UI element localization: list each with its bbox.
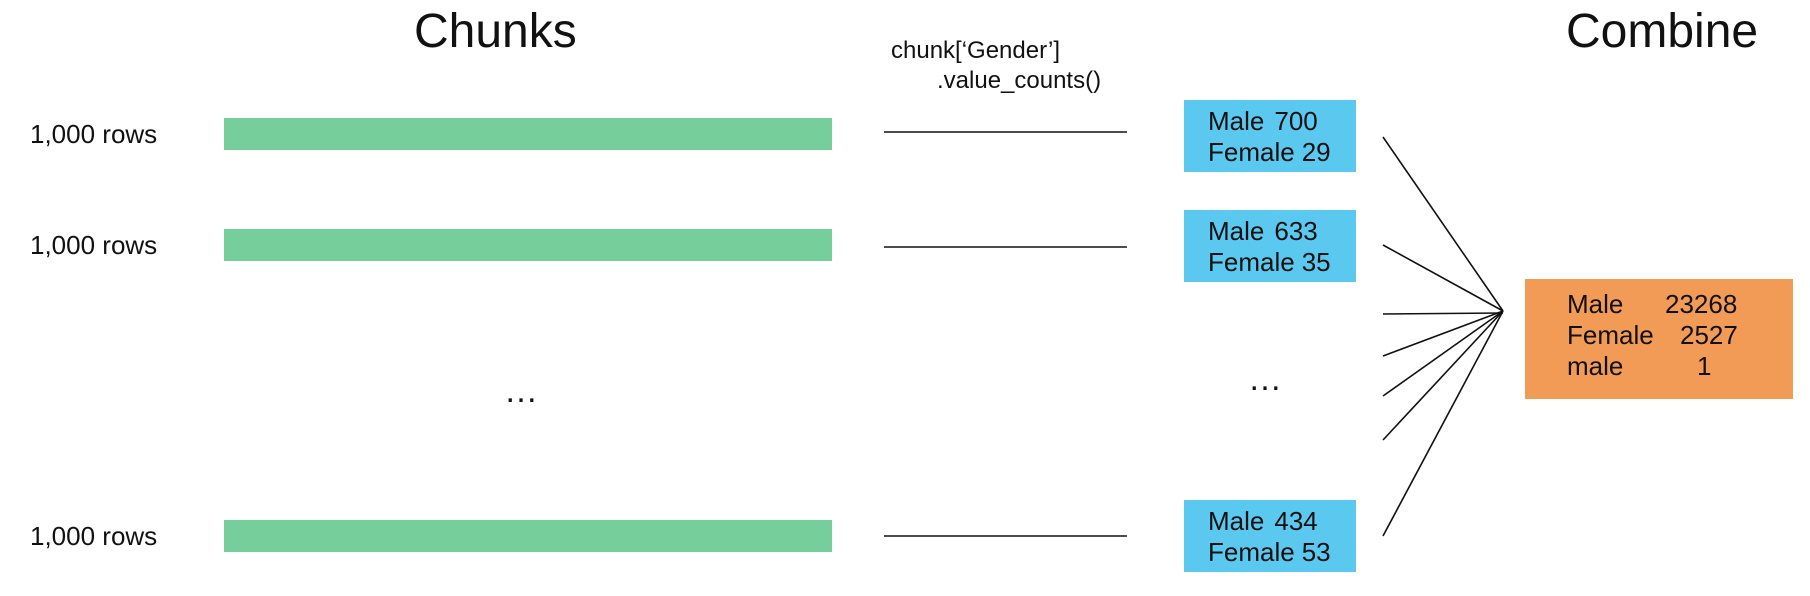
count-to-combine-line — [1382, 310, 1504, 397]
chunk-row-label: 1,000 rows — [30, 521, 158, 551]
male-label: Male — [1208, 216, 1265, 246]
female-count: 35 — [1301, 247, 1331, 277]
female-label: Female — [1208, 537, 1295, 567]
female-count: 53 — [1301, 537, 1331, 567]
counts-ellipsis: … — [1248, 360, 1284, 398]
female-count: 29 — [1301, 137, 1331, 167]
combined-count: 1 — [1697, 351, 1712, 381]
count-to-combine-line — [1382, 136, 1504, 312]
combined-label: male — [1567, 351, 1624, 381]
male-count: 700 — [1274, 106, 1318, 136]
male-count: 434 — [1274, 506, 1318, 536]
combined-label: Female — [1567, 320, 1654, 350]
chunk-bar — [224, 118, 832, 150]
combined-counts-box: Male 23268 Female 2527 male 1 — [1525, 279, 1793, 399]
value-counts-box: Male 434 Female 53 — [1184, 500, 1356, 572]
operation-label-line-1: chunk[‘Gender’] — [891, 37, 1060, 64]
combined-count: 23268 — [1665, 289, 1738, 319]
chunk-row-label: 1,000 rows — [30, 230, 158, 260]
chunks-heading: Chunks — [414, 5, 577, 58]
chunk-row-label: 1,000 rows — [30, 119, 158, 149]
male-label: Male — [1208, 106, 1265, 136]
count-to-combine-line — [1382, 310, 1504, 537]
male-label: Male — [1208, 506, 1265, 536]
count-to-combine-line — [1382, 310, 1504, 357]
combined-row: male 1 — [1567, 351, 1793, 382]
chunk-bar — [224, 520, 832, 552]
chunks-ellipsis: … — [504, 372, 540, 410]
combined-count: 2527 — [1680, 320, 1738, 350]
operation-label-line-2: .value_counts() — [937, 67, 1102, 94]
male-count: 633 — [1274, 216, 1318, 246]
value-counts-box: Male 700 Female 29 — [1184, 100, 1356, 172]
chunk-bar — [224, 229, 832, 261]
count-to-combine-line — [1382, 310, 1504, 441]
count-to-combine-line — [1382, 244, 1504, 312]
combined-label: Male — [1567, 289, 1624, 319]
female-label: Female — [1208, 137, 1295, 167]
combine-heading: Combine — [1566, 5, 1759, 58]
count-to-combine-line — [1382, 312, 1504, 315]
female-label: Female — [1208, 247, 1295, 277]
combined-row: Male 23268 — [1567, 289, 1793, 320]
value-counts-box: Male 633 Female 35 — [1184, 210, 1356, 282]
combined-row: Female 2527 — [1567, 320, 1793, 351]
